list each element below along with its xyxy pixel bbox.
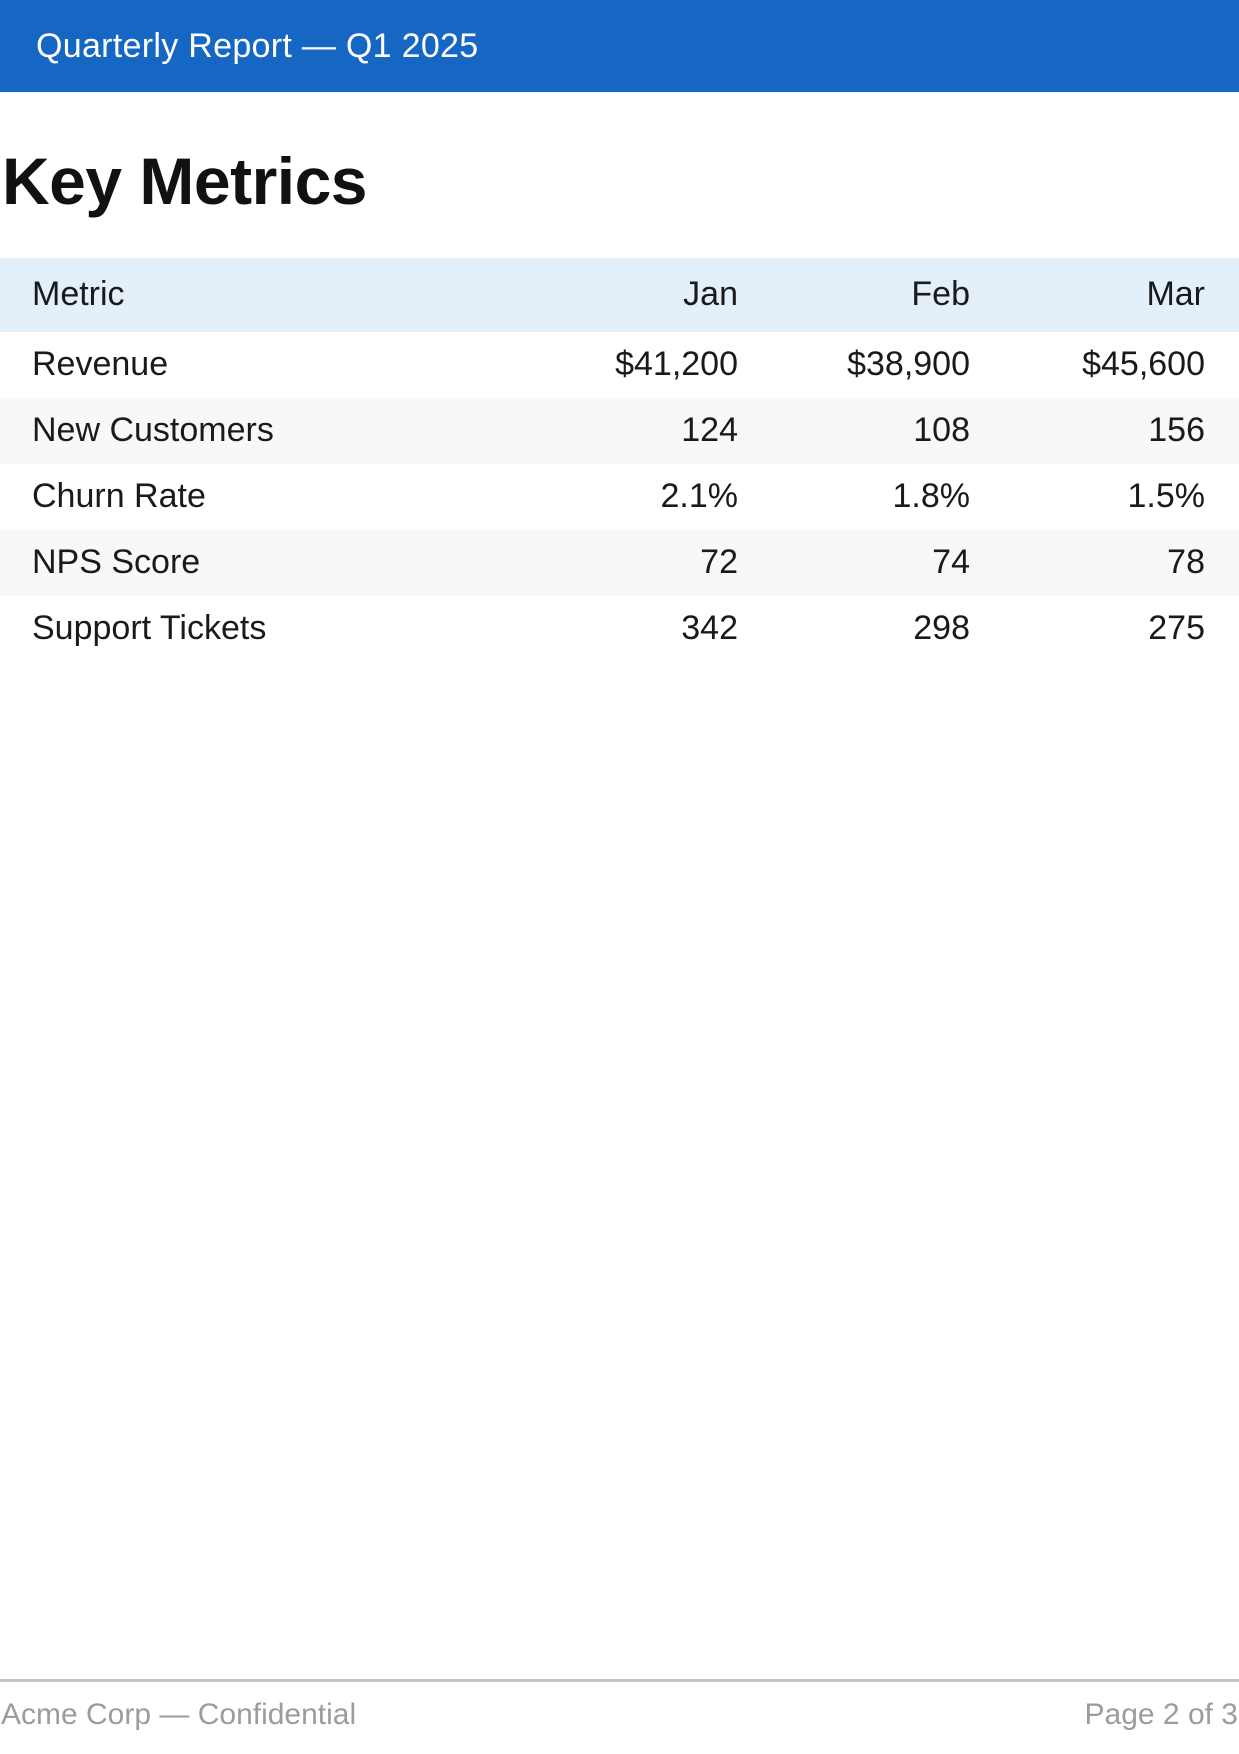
metric-value-cell: 298 bbox=[913, 609, 970, 648]
metric-value-cell: 342 bbox=[681, 609, 738, 648]
table-row: Revenue $41,200 $38,900 $45,600 bbox=[0, 332, 1239, 398]
page-number: Page 2 of 3 bbox=[1084, 1698, 1238, 1731]
column-header-metric: Metric bbox=[32, 275, 125, 314]
metric-value-cell: 78 bbox=[1167, 543, 1205, 582]
column-header-jan: Jan bbox=[683, 275, 738, 314]
metric-value-cell: 72 bbox=[700, 543, 738, 582]
metric-value-cell: $38,900 bbox=[847, 345, 970, 384]
table-row: NPS Score 72 74 78 bbox=[0, 529, 1239, 596]
report-title: Quarterly Report — Q1 2025 bbox=[36, 26, 479, 65]
metric-value-cell: 124 bbox=[681, 411, 738, 450]
metric-name-cell: NPS Score bbox=[32, 543, 201, 582]
metric-name-cell: Revenue bbox=[32, 345, 169, 384]
footer-confidential-text: Acme Corp — Confidential bbox=[1, 1698, 357, 1731]
table-row: New Customers 124 108 156 bbox=[0, 397, 1239, 464]
metric-value-cell: 275 bbox=[1148, 609, 1205, 648]
metric-value-cell: 74 bbox=[932, 543, 970, 582]
metric-value-cell: 156 bbox=[1148, 411, 1205, 450]
metric-value-cell: $41,200 bbox=[615, 345, 738, 384]
metric-name-cell: Churn Rate bbox=[32, 477, 206, 516]
metric-value-cell: $45,600 bbox=[1082, 345, 1205, 384]
page-footer: Acme Corp — Confidential Page 2 of 3 bbox=[0, 1679, 1239, 1754]
column-header-feb: Feb bbox=[911, 275, 970, 314]
metric-name-cell: New Customers bbox=[32, 411, 274, 450]
table-row: Support Tickets 342 298 275 bbox=[0, 596, 1239, 662]
table-row: Churn Rate 2.1% 1.8% 1.5% bbox=[0, 464, 1239, 530]
metric-value-cell: 1.5% bbox=[1127, 477, 1206, 516]
column-header-mar: Mar bbox=[1146, 275, 1205, 314]
report-header-bar: Quarterly Report — Q1 2025 bbox=[0, 0, 1239, 92]
table-header-row: Metric Jan Feb Mar bbox=[0, 257, 1239, 332]
metric-value-cell: 108 bbox=[913, 411, 970, 450]
metric-name-cell: Support Tickets bbox=[32, 609, 267, 648]
metric-value-cell: 2.1% bbox=[660, 477, 739, 516]
key-metrics-table: Metric Jan Feb Mar Revenue $41,200 $38,9… bbox=[0, 257, 1239, 662]
page-title: Key Metrics bbox=[2, 144, 368, 218]
metric-value-cell: 1.8% bbox=[892, 477, 971, 516]
